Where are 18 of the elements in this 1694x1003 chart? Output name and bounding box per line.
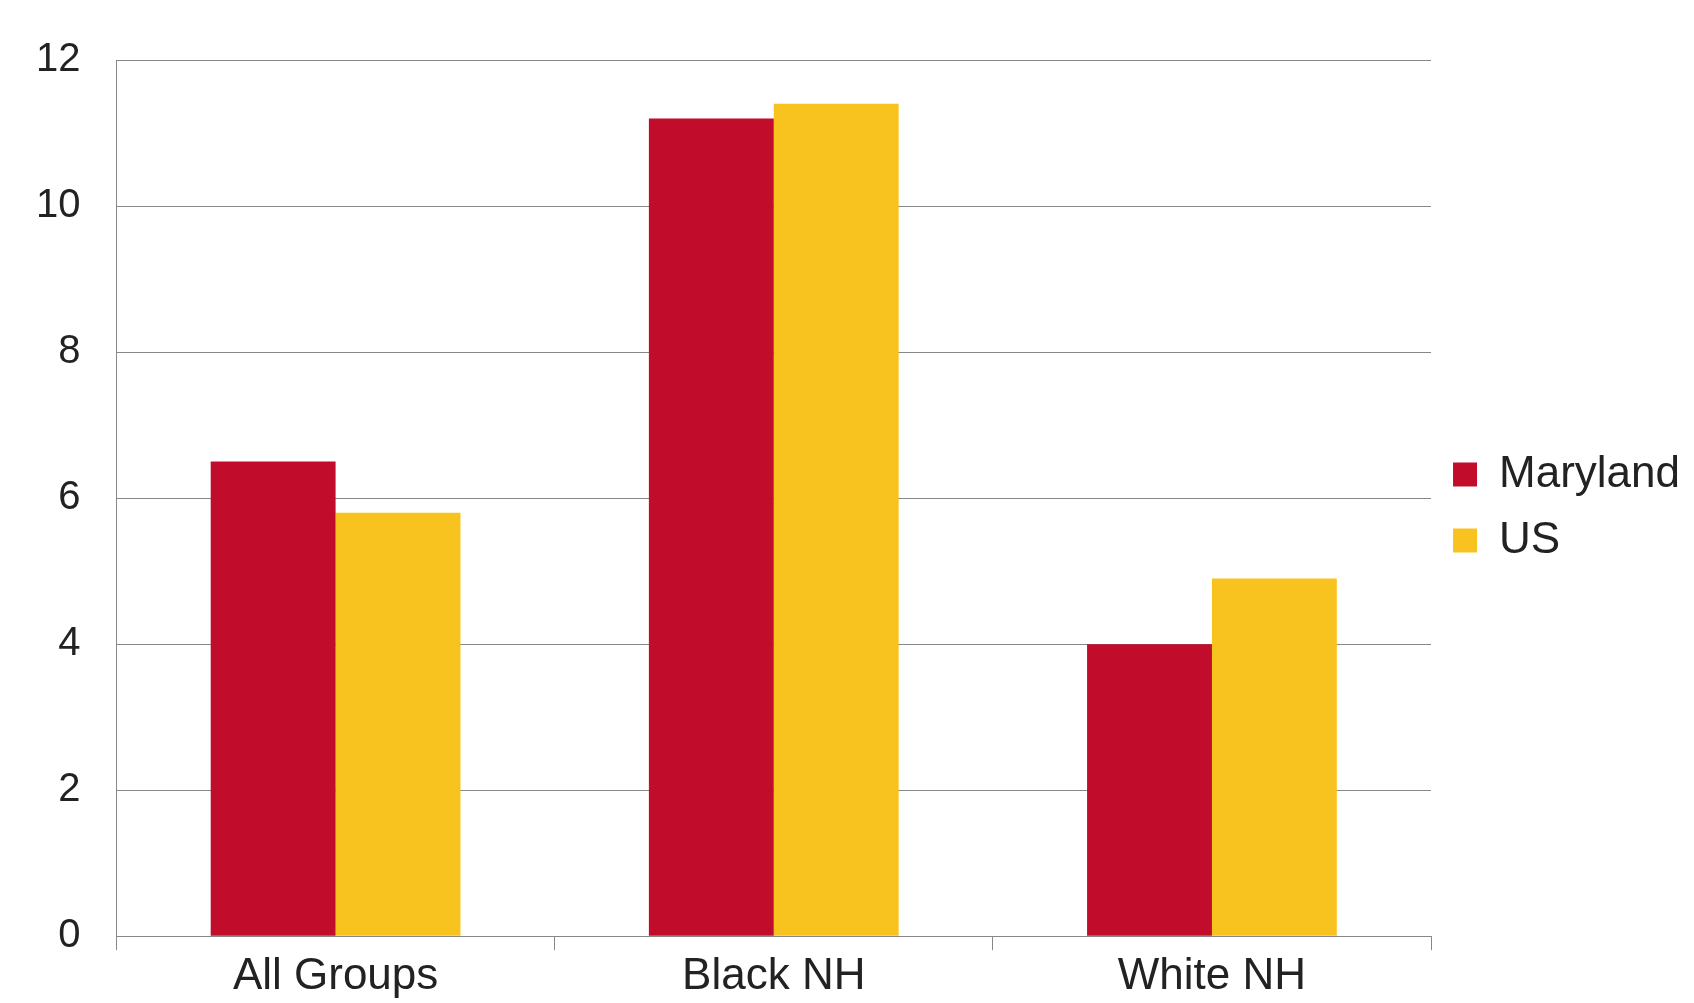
bar bbox=[1087, 644, 1212, 936]
bar bbox=[1211, 578, 1337, 936]
y-tick-label: 8 bbox=[58, 327, 81, 372]
y-tick-label: 10 bbox=[35, 181, 81, 226]
y-tick-label: 6 bbox=[58, 473, 81, 518]
x-tick-label: White NH bbox=[1117, 948, 1307, 998]
legend-label: Maryland bbox=[1499, 446, 1681, 496]
y-tick-label: 4 bbox=[58, 619, 81, 664]
x-tick-label: Black NH bbox=[682, 948, 866, 998]
y-tick-label: 12 bbox=[35, 35, 81, 80]
bar bbox=[335, 512, 461, 936]
bar bbox=[210, 461, 336, 936]
legend-label: US bbox=[1499, 512, 1561, 562]
y-tick-label: 2 bbox=[58, 765, 81, 810]
bar bbox=[773, 103, 899, 936]
y-tick-label: 0 bbox=[58, 911, 81, 956]
bar bbox=[648, 118, 774, 936]
x-tick-label: All Groups bbox=[232, 948, 439, 998]
